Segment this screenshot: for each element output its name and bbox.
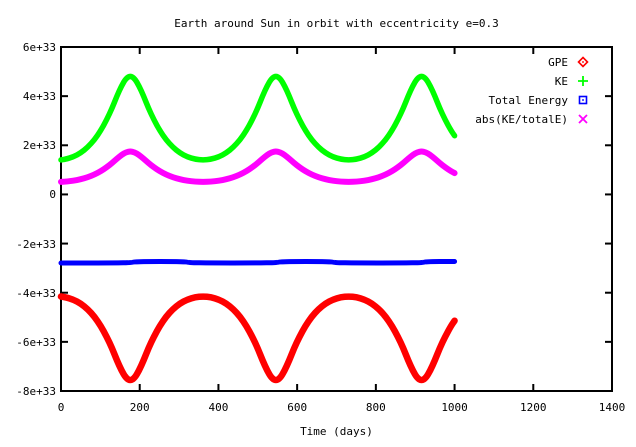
chart-title: Earth around Sun in orbit with eccentric… [174,17,499,30]
abs-ke-totale-cross-marker-icon [575,111,591,127]
series-curve-ke [58,73,458,163]
y-tick-label: -4e+33 [16,286,56,300]
y-tick-label: -8e+33 [16,385,56,398]
series-curve-gpe [57,293,458,384]
y-tick-label: 6e+33 [22,41,56,54]
ke-plus-marker-icon [575,73,591,89]
x-tick-label: 400 [208,401,229,414]
series-curve-total-energy [58,259,458,266]
x-tick-label: 1000 [441,401,468,414]
legend-label-abs-ke-totale: abs(KE/totalE) [475,112,568,126]
legend-row-total-energy: Total Energy [489,92,591,108]
series-curve-abs-ke-totale- [58,148,458,185]
legend-row-gpe: GPE [548,54,591,70]
x-tick-label: 600 [287,401,308,414]
y-tick-label: -6e+33 [16,335,56,349]
legend-label-ke: KE [554,74,568,88]
x-tick-label: 200 [129,401,150,414]
plot-border [60,46,613,392]
x-axis-title: Time (days) [300,425,373,438]
x-tick-label: 800 [365,401,386,414]
total-energy-square-marker-icon [575,92,591,108]
y-tick-label: -2e+33 [16,237,56,251]
y-tick-label: 2e+33 [22,139,56,153]
y-tick-label: 4e+33 [22,90,56,104]
x-tick-label: 0 [57,401,65,414]
legend-row-ke: KE [555,73,591,89]
gpe-diamond-marker-icon [575,54,591,70]
legend-row-abs-ke-totale: abs(KE/totalE) [475,111,591,127]
x-tick-label: 1400 [598,401,626,414]
legend-label-total-energy: Total Energy [488,93,568,107]
legend-label-gpe: GPE [548,55,568,69]
x-tick-label: 1200 [520,401,547,414]
y-tick-label: 0 [49,188,56,202]
